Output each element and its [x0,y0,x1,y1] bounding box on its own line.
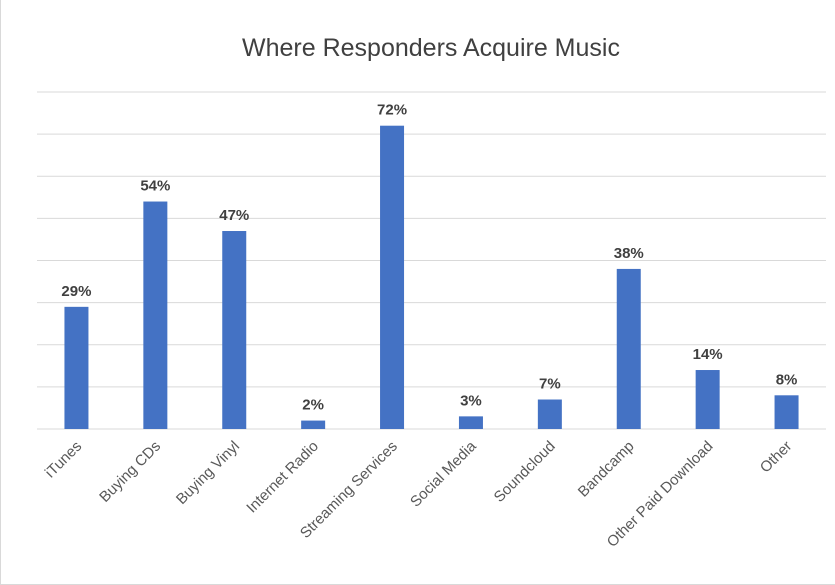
data-label: 7% [539,376,561,393]
x-tick-label: Social Media [407,437,480,510]
x-axis-tick-labels: iTunes Buying CDs Buying Vinyl Internet Rad… [42,437,796,550]
x-tick-label: iTunes [42,438,85,481]
bar [537,399,562,429]
data-label: 72% [377,102,407,119]
bars [64,125,799,429]
bar [774,395,799,429]
x-tick-label: Internet Radio [243,438,322,517]
x-tick-label: Other [757,438,796,477]
gridlines [37,91,826,430]
x-tick-label: Soundcloud [491,438,559,506]
data-label: 2% [302,397,324,414]
data-label: 8% [776,371,798,388]
x-tick-label: Buying CDs [96,438,164,506]
bar [64,306,89,429]
data-labels: 29% 54% 47% 2% 72% 3% 7% 38% 14% 8% [61,102,797,414]
x-tick-label: Buying Vinyl [173,438,243,508]
data-label: 47% [219,207,249,224]
bar [301,420,326,429]
bar [695,370,720,429]
data-label: 14% [693,346,723,363]
data-label: 38% [614,245,644,262]
x-tick-label: Bandcamp [575,438,638,501]
chart-title: Where Responders Acquire Music [242,34,620,62]
data-label: 3% [460,392,482,409]
bar [143,201,168,429]
bar [380,125,405,429]
bar [222,231,247,429]
bar [616,268,641,429]
data-label: 29% [61,283,91,300]
data-label: 54% [140,178,170,195]
bar [458,416,483,429]
